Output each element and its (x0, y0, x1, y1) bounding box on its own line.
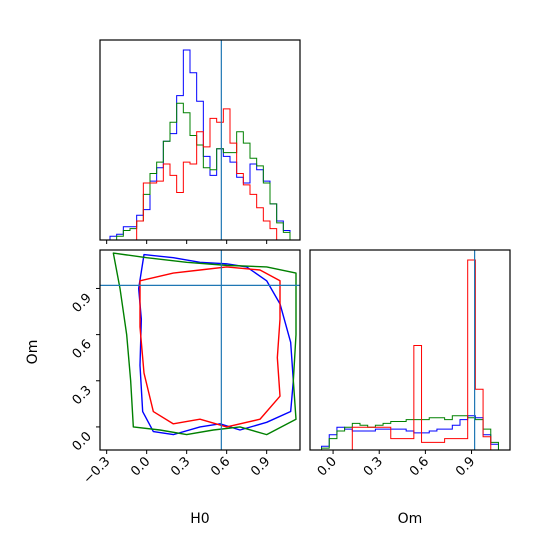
contour-series-1 (137, 253, 295, 436)
h0-histograms (103, 49, 297, 240)
h0-marginal-panel (99, 39, 301, 244)
om-marginal-frame (309, 249, 511, 451)
h0-marginal-frame (99, 39, 301, 241)
om-marginal-tick-label: 0.9 (453, 454, 478, 479)
h0-histogram-series-2 (103, 102, 297, 240)
contour-group (112, 252, 297, 436)
h0-tick-label: 0.3 (168, 454, 193, 479)
om-tick-label: 0.6 (70, 337, 95, 362)
joint-frame (99, 249, 301, 451)
h0-tick-label: 0.9 (248, 454, 273, 479)
x-axis-label-h0: H0 (190, 511, 209, 527)
h0-histogram-series-3 (103, 108, 297, 240)
om-marginal-tick-label: 0.0 (315, 454, 340, 479)
y-axis-label-om: Om (25, 340, 41, 365)
contour-series-3 (139, 266, 281, 428)
h0-tick-label: 0.0 (128, 454, 153, 479)
om-histogram-series-3 (313, 259, 507, 450)
om-histograms (313, 259, 507, 450)
contour-series-2 (112, 252, 297, 436)
om-tick-label: 0.9 (70, 291, 95, 316)
om-histogram-series-1 (313, 415, 507, 450)
om-tick-label: 0.0 (70, 429, 95, 454)
h0-om-joint-panel: −0.3 0.0 0.3 0.6 0.90.00.30.60.9 (70, 249, 301, 487)
om-marginal-tick-label: 0.6 (407, 454, 432, 479)
om-tick-label: 0.3 (70, 383, 95, 408)
x-axis-label-om: Om (398, 511, 423, 527)
om-histogram-series-2 (313, 415, 507, 450)
om-marginal-tick-label: 0.3 (361, 454, 386, 479)
h0-tick-label: −0.3 (81, 454, 114, 487)
om-marginal-panel: 0.0 0.3 0.6 0.9 (309, 249, 511, 479)
h0-tick-label: 0.6 (208, 454, 233, 479)
